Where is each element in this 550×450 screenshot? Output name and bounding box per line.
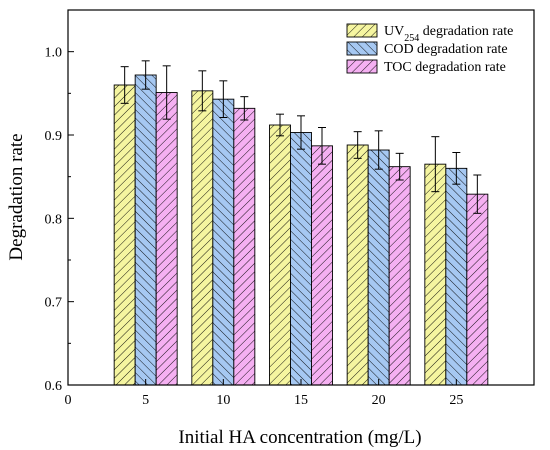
bar-toc-15-outline bbox=[311, 145, 333, 386]
y-tick-label: 0.7 bbox=[45, 296, 63, 311]
bar-toc-25-outline bbox=[466, 193, 489, 386]
y-axis-ticks: 0.6 0.7 0.8 0.9 1.0 bbox=[45, 46, 74, 394]
error-bar-bar-cod-20 bbox=[374, 130, 383, 170]
bar-uv254-10-outline bbox=[191, 90, 214, 386]
bar-toc-5-outline bbox=[155, 92, 178, 386]
bar-uv254-15-outline bbox=[269, 124, 291, 386]
error-bars bbox=[120, 60, 482, 214]
x-tick-label: 15 bbox=[294, 393, 308, 408]
x-axis-ticks: 0 5 10 15 20 25 bbox=[65, 379, 463, 408]
legend-label: COD degradation rate bbox=[384, 42, 508, 57]
y-tick-label: 0.8 bbox=[45, 212, 63, 227]
legend-swatch-outline bbox=[346, 41, 378, 56]
legend-item: TOC degradation rate bbox=[346, 59, 506, 75]
bar-uv254-25-outline bbox=[424, 163, 447, 386]
x-tick-label: 20 bbox=[372, 393, 386, 408]
bar-uv254-5-outline bbox=[113, 84, 136, 386]
error-bar-bar-toc-10 bbox=[240, 96, 249, 121]
x-axis-title: Initial HA concentration (mg/L) bbox=[178, 427, 421, 448]
x-tick-label: 0 bbox=[65, 393, 72, 408]
error-bar-bar-toc-20 bbox=[395, 152, 404, 181]
bar-cod-20-outline bbox=[367, 149, 390, 386]
error-bar-bar-uv254-15 bbox=[276, 113, 284, 137]
bar-cod-15-outline bbox=[290, 132, 312, 386]
error-bar-bar-toc-5 bbox=[162, 65, 171, 120]
error-bar-bar-uv254-10 bbox=[198, 70, 207, 112]
legend-item: COD degradation rate bbox=[346, 41, 508, 57]
error-bar-bar-uv254-20 bbox=[353, 131, 362, 159]
y-axis-title: Degradation rate bbox=[6, 133, 27, 260]
legend-swatch-outline bbox=[346, 23, 378, 38]
x-tick-label: 25 bbox=[449, 393, 463, 408]
error-bar-bar-uv254-5 bbox=[120, 66, 129, 104]
bar-cod-5-outline bbox=[134, 74, 157, 386]
bar-uv254-20-outline bbox=[346, 144, 369, 386]
legend-label: TOC degradation rate bbox=[384, 60, 506, 75]
error-bar-bar-toc-25 bbox=[473, 174, 482, 214]
error-bar-bar-cod-5 bbox=[141, 60, 150, 90]
error-bar-bar-uv254-25 bbox=[431, 136, 440, 193]
x-tick-label: 10 bbox=[216, 393, 230, 408]
error-bar-bar-cod-10 bbox=[219, 80, 228, 118]
bar-toc-20-outline bbox=[388, 166, 411, 386]
error-bar-bar-cod-25 bbox=[452, 152, 461, 185]
legend-label: UV254 degradation rate bbox=[384, 24, 513, 44]
y-tick-label: 0.9 bbox=[45, 129, 63, 144]
bar-cod-25-outline bbox=[445, 167, 468, 386]
legend-item: UV254 degradation rate bbox=[346, 23, 513, 44]
legend-swatch-outline bbox=[346, 59, 378, 74]
bar-toc-10-outline bbox=[233, 107, 256, 386]
x-tick-label: 5 bbox=[142, 393, 149, 408]
y-tick-label: 0.6 bbox=[45, 379, 63, 394]
bar-cod-10-outline bbox=[212, 98, 235, 386]
error-bar-bar-toc-15 bbox=[318, 127, 326, 165]
error-bar-bar-cod-15 bbox=[297, 115, 305, 150]
y-tick-label: 1.0 bbox=[45, 46, 63, 61]
